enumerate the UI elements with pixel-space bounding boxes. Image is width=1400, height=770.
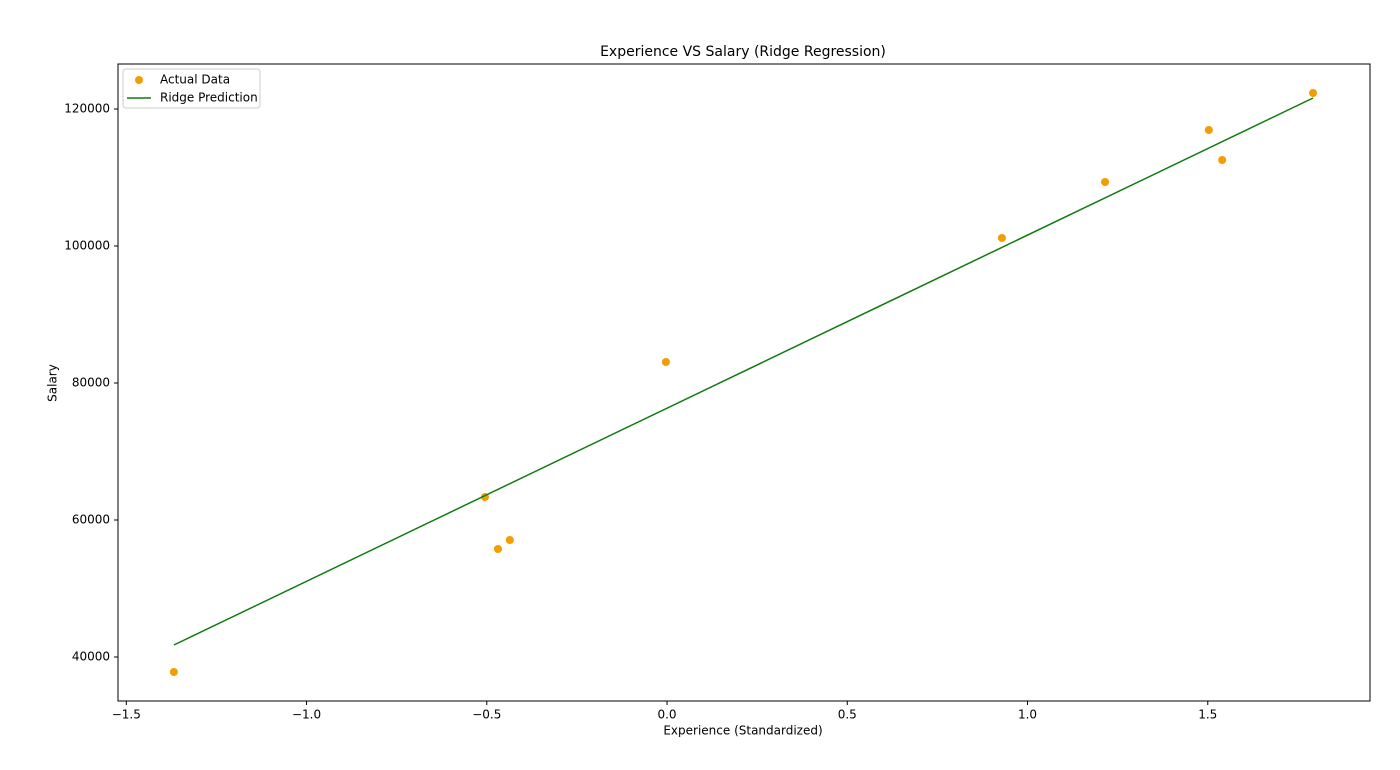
chart-title: Experience VS Salary (Ridge Regression) xyxy=(600,44,886,60)
x-tick-label: 1.5 xyxy=(1198,708,1217,722)
plot-frame xyxy=(117,63,1371,702)
data-point xyxy=(1101,178,1110,187)
data-point xyxy=(1218,156,1227,165)
x-tick-label: 1.0 xyxy=(1018,708,1037,722)
line-series xyxy=(173,97,1314,646)
legend-label: Ridge Prediction xyxy=(160,91,258,105)
x-tick-label: −0.5 xyxy=(472,708,501,722)
data-point xyxy=(997,234,1006,243)
y-tick-label: 80000 xyxy=(72,376,110,390)
legend-box xyxy=(122,68,261,109)
x-tick-label: 0.0 xyxy=(657,708,676,722)
data-point xyxy=(169,668,178,677)
data-point xyxy=(1309,89,1318,98)
x-tick-label: 0.5 xyxy=(838,708,857,722)
x-axis-label: Experience (Standardized) xyxy=(663,724,822,738)
data-point xyxy=(661,358,670,367)
data-point xyxy=(1204,126,1213,135)
legend-swatch xyxy=(135,76,143,84)
y-tick-label: 40000 xyxy=(72,650,110,664)
legend-label: Actual Data xyxy=(160,73,230,87)
y-tick-label: 100000 xyxy=(64,239,110,253)
x-tick-label: −1.0 xyxy=(292,708,321,722)
data-point xyxy=(493,545,502,554)
y-tick-label: 60000 xyxy=(72,513,110,527)
x-tick-label: −1.5 xyxy=(112,708,141,722)
data-point xyxy=(505,536,514,545)
y-axis-label: Salary xyxy=(46,364,60,402)
y-tick-label: 120000 xyxy=(64,102,110,116)
